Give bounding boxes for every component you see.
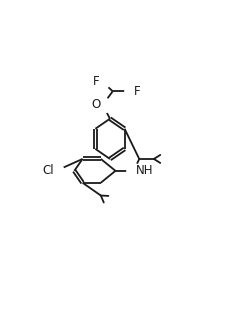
Text: Cl: Cl <box>42 164 54 177</box>
Text: F: F <box>93 75 100 88</box>
Text: NH: NH <box>135 164 153 177</box>
Text: O: O <box>92 99 101 111</box>
Text: F: F <box>134 85 140 98</box>
